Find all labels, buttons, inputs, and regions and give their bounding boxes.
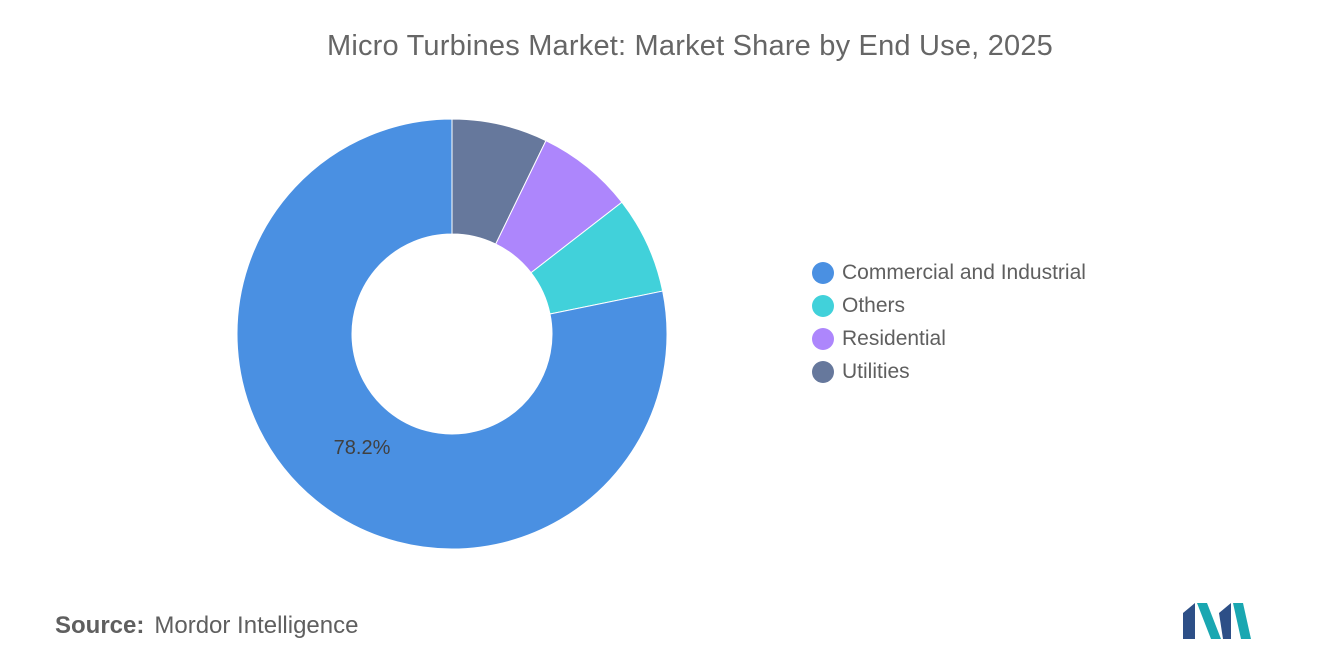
legend-label-others: Others	[842, 293, 906, 317]
legend-marker-commercial-and-industrial	[812, 261, 834, 284]
slice-commercial-and-industrial[interactable]	[236, 118, 668, 550]
chart-legend: Commercial and Industrial Others Residen…	[812, 256, 1086, 388]
legend-item-commercial-and-industrial[interactable]: Commercial and Industrial	[812, 256, 1086, 289]
donut-slices	[236, 118, 668, 550]
data-label-commercial-and-industrial: 78.2%	[334, 437, 391, 459]
legend-marker-residential	[812, 327, 834, 350]
legend-marker-others	[812, 294, 834, 317]
legend-label-residential: Residential	[842, 326, 946, 350]
legend-label-utilities: Utilities	[842, 359, 910, 383]
chart-title: Micro Turbines Market: Market Share by E…	[326, 30, 1054, 62]
legend-marker-utilities	[812, 360, 834, 383]
legend-label-commercial-and-industrial: Commercial and Industrial	[842, 260, 1086, 284]
mordor-intelligence-logo	[1183, 603, 1251, 639]
legend-item-others[interactable]: Others	[812, 289, 1086, 322]
source-text: Mordor Intelligence	[154, 612, 359, 639]
legend-item-residential[interactable]: Residential	[812, 322, 1086, 355]
source-note: Source: Mordor Intelligence	[55, 612, 358, 640]
source-label: Source:	[55, 612, 145, 639]
legend-item-utilities[interactable]: Utilities	[812, 355, 1086, 388]
